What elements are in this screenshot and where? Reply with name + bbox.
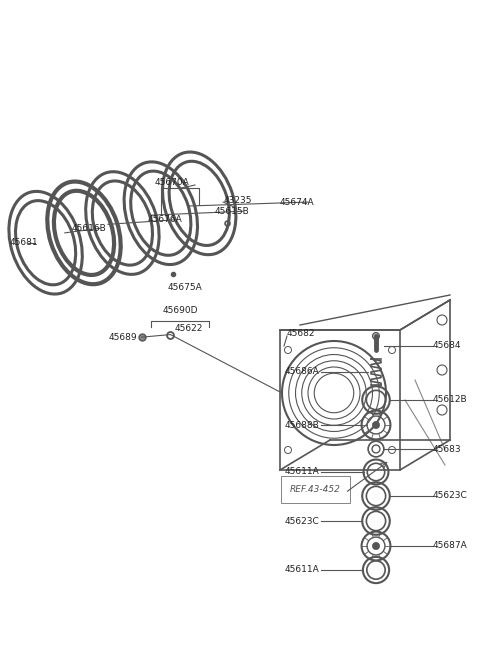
Text: 45675A: 45675A (168, 283, 203, 293)
Text: 45622: 45622 (174, 324, 203, 333)
Text: 45689: 45689 (109, 333, 138, 342)
Text: 45683: 45683 (433, 445, 462, 453)
Text: 45670A: 45670A (155, 178, 190, 187)
Text: 45684: 45684 (433, 342, 461, 350)
Text: 45686A: 45686A (284, 367, 319, 377)
Text: 45615B: 45615B (215, 207, 250, 216)
Circle shape (372, 421, 380, 428)
Text: 45616B: 45616B (72, 224, 107, 233)
Text: 45676A: 45676A (148, 215, 183, 224)
Text: 45682: 45682 (287, 329, 315, 337)
Circle shape (372, 333, 380, 340)
Text: 45687A: 45687A (433, 541, 468, 550)
Bar (280, 330, 400, 470)
Text: 45623C: 45623C (284, 516, 319, 525)
Text: 45681: 45681 (10, 238, 38, 247)
Text: 45690D: 45690D (162, 306, 198, 316)
Circle shape (372, 543, 380, 550)
Text: REF.43-452: REF.43-452 (290, 485, 341, 494)
Text: 45612B: 45612B (433, 396, 468, 405)
Text: 45611A: 45611A (284, 468, 319, 476)
Text: 43235: 43235 (223, 195, 252, 205)
Text: 45611A: 45611A (284, 565, 319, 575)
Text: 45688B: 45688B (284, 420, 319, 430)
Text: 45623C: 45623C (433, 491, 468, 501)
Text: 45674A: 45674A (280, 197, 314, 207)
